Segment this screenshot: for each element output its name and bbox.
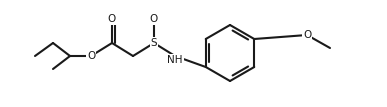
Text: O: O (150, 14, 158, 24)
Text: O: O (108, 14, 116, 24)
Text: S: S (151, 38, 157, 48)
Text: O: O (87, 51, 95, 61)
Text: O: O (303, 30, 311, 40)
Text: NH: NH (167, 55, 183, 65)
